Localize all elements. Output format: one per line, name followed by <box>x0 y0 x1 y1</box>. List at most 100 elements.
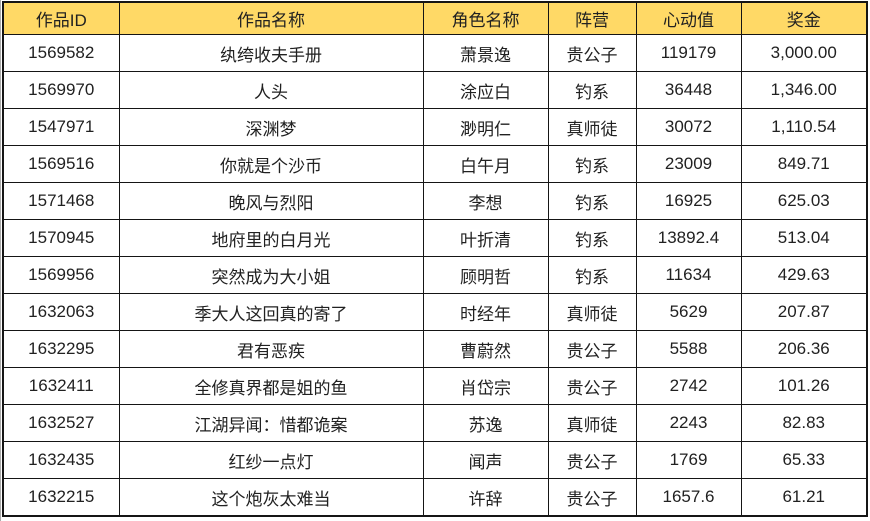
cell-work-name[interactable]: 这个炮灰太难当 <box>118 478 424 517</box>
cell-heart-value[interactable]: 30072 <box>635 108 742 146</box>
cell-faction[interactable]: 贵公子 <box>547 367 637 405</box>
cell-character[interactable]: 时经年 <box>422 293 549 331</box>
cell-character[interactable]: 苏逸 <box>422 404 549 442</box>
cell-bonus[interactable]: 101.26 <box>740 367 868 405</box>
cell-faction[interactable]: 贵公子 <box>547 330 637 368</box>
cell-work-id[interactable]: 1632295 <box>2 330 120 368</box>
table-row: 1632063 季大人这回真的寄了 时经年 真师徒 5629 207.87 <box>2 293 868 331</box>
cell-work-id[interactable]: 1632215 <box>2 478 120 517</box>
cell-heart-value[interactable]: 119179 <box>635 34 742 72</box>
col-header-work-name[interactable]: 作品名称 <box>118 1 424 35</box>
cell-work-id[interactable]: 1571468 <box>2 182 120 220</box>
cell-faction[interactable]: 贵公子 <box>547 441 637 479</box>
cell-heart-value[interactable]: 23009 <box>635 145 742 183</box>
cell-character[interactable]: 肖岱宗 <box>422 367 549 405</box>
cell-work-id[interactable]: 1569970 <box>2 71 120 109</box>
cell-heart-value[interactable]: 1657.6 <box>635 478 742 517</box>
left-gridline <box>0 0 1 521</box>
cell-bonus[interactable]: 65.33 <box>740 441 868 479</box>
table-body: 1569582 纨绔收夫手册 萧景逸 贵公子 119179 3,000.00 1569970… <box>2 34 868 517</box>
cell-faction[interactable]: 钓系 <box>547 145 637 183</box>
cell-bonus[interactable]: 206.36 <box>740 330 868 368</box>
cell-heart-value[interactable]: 2742 <box>635 367 742 405</box>
cell-work-id[interactable]: 1569516 <box>2 145 120 183</box>
cell-heart-value[interactable]: 36448 <box>635 71 742 109</box>
cell-faction[interactable]: 贵公子 <box>547 478 637 517</box>
cell-heart-value[interactable]: 13892.4 <box>635 219 742 257</box>
cell-faction[interactable]: 钓系 <box>547 71 637 109</box>
col-header-work-id[interactable]: 作品ID <box>2 1 120 35</box>
cell-character[interactable]: 叶折清 <box>422 219 549 257</box>
cell-bonus[interactable]: 849.71 <box>740 145 868 183</box>
cell-work-name[interactable]: 地府里的白月光 <box>118 219 424 257</box>
table-row: 1570945 地府里的白月光 叶折清 钓系 13892.4 513.04 <box>2 219 868 257</box>
cell-heart-value[interactable]: 1769 <box>635 441 742 479</box>
cell-bonus[interactable]: 625.03 <box>740 182 868 220</box>
cell-character[interactable]: 闻声 <box>422 441 549 479</box>
table-row: 1632411 全修真界都是姐的鱼 肖岱宗 贵公子 2742 101.26 <box>2 367 868 405</box>
cell-faction[interactable]: 贵公子 <box>547 34 637 72</box>
cell-heart-value[interactable]: 5588 <box>635 330 742 368</box>
cell-bonus[interactable]: 3,000.00 <box>740 34 868 72</box>
cell-character[interactable]: 涂应白 <box>422 71 549 109</box>
cell-faction[interactable]: 钓系 <box>547 219 637 257</box>
cell-work-name[interactable]: 你就是个沙币 <box>118 145 424 183</box>
cell-bonus[interactable]: 1,346.00 <box>740 71 868 109</box>
cell-work-name[interactable]: 纨绔收夫手册 <box>118 34 424 72</box>
cell-bonus[interactable]: 207.87 <box>740 293 868 331</box>
cell-work-name[interactable]: 江湖异闻：惜都诡案 <box>118 404 424 442</box>
cell-faction[interactable]: 真师徒 <box>547 108 637 146</box>
table-row: 1632295 君有恶疾 曹蔚然 贵公子 5588 206.36 <box>2 330 868 368</box>
table-row: 1569516 你就是个沙币 白午月 钓系 23009 849.71 <box>2 145 868 183</box>
cell-bonus[interactable]: 1,110.54 <box>740 108 868 146</box>
cell-character[interactable]: 白午月 <box>422 145 549 183</box>
cell-work-name[interactable]: 人头 <box>118 71 424 109</box>
cell-bonus[interactable]: 429.63 <box>740 256 868 294</box>
cell-heart-value[interactable]: 5629 <box>635 293 742 331</box>
cell-work-id[interactable]: 1570945 <box>2 219 120 257</box>
cell-work-name[interactable]: 深渊梦 <box>118 108 424 146</box>
col-header-heart-value[interactable]: 心动值 <box>635 1 742 35</box>
cell-work-name[interactable]: 突然成为大小姐 <box>118 256 424 294</box>
cell-faction[interactable]: 真师徒 <box>547 404 637 442</box>
table-row: 1632527 江湖异闻：惜都诡案 苏逸 真师徒 2243 82.83 <box>2 404 868 442</box>
cell-work-id[interactable]: 1632063 <box>2 293 120 331</box>
col-header-character[interactable]: 角色名称 <box>422 1 549 35</box>
cell-faction[interactable]: 真师徒 <box>547 293 637 331</box>
table-row: 1571468 晚风与烈阳 李想 钓系 16925 625.03 <box>2 182 868 220</box>
cell-bonus[interactable]: 82.83 <box>740 404 868 442</box>
cell-work-name[interactable]: 季大人这回真的寄了 <box>118 293 424 331</box>
cell-character[interactable]: 萧景逸 <box>422 34 549 72</box>
cell-character[interactable]: 顾明哲 <box>422 256 549 294</box>
cell-work-id[interactable]: 1547971 <box>2 108 120 146</box>
cell-work-id[interactable]: 1632435 <box>2 441 120 479</box>
cell-work-name[interactable]: 晚风与烈阳 <box>118 182 424 220</box>
cell-heart-value[interactable]: 11634 <box>635 256 742 294</box>
cell-bonus[interactable]: 513.04 <box>740 219 868 257</box>
cell-heart-value[interactable]: 16925 <box>635 182 742 220</box>
table-row: 1569582 纨绔收夫手册 萧景逸 贵公子 119179 3,000.00 <box>2 34 868 72</box>
table-row: 1569970 人头 涂应白 钓系 36448 1,346.00 <box>2 71 868 109</box>
cell-character[interactable]: 李想 <box>422 182 549 220</box>
cell-faction[interactable]: 钓系 <box>547 182 637 220</box>
header-row: 作品ID 作品名称 角色名称 阵营 心动值 奖金 <box>2 1 868 35</box>
cell-work-id[interactable]: 1569582 <box>2 34 120 72</box>
cell-work-id[interactable]: 1632527 <box>2 404 120 442</box>
col-header-faction[interactable]: 阵营 <box>547 1 637 35</box>
cell-character[interactable]: 渺明仁 <box>422 108 549 146</box>
cell-faction[interactable]: 钓系 <box>547 256 637 294</box>
cell-heart-value[interactable]: 2243 <box>635 404 742 442</box>
cell-work-id[interactable]: 1632411 <box>2 367 120 405</box>
table-row: 1632215 这个炮灰太难当 许辞 贵公子 1657.6 61.21 <box>2 478 868 517</box>
table-row: 1569956 突然成为大小姐 顾明哲 钓系 11634 429.63 <box>2 256 868 294</box>
cell-character[interactable]: 许辞 <box>422 478 549 517</box>
cell-bonus[interactable]: 61.21 <box>740 478 868 517</box>
col-header-bonus[interactable]: 奖金 <box>740 1 868 35</box>
cell-character[interactable]: 曹蔚然 <box>422 330 549 368</box>
cell-work-name[interactable]: 君有恶疾 <box>118 330 424 368</box>
cell-work-name[interactable]: 全修真界都是姐的鱼 <box>118 367 424 405</box>
cell-work-name[interactable]: 红纱一点灯 <box>118 441 424 479</box>
cell-work-id[interactable]: 1569956 <box>2 256 120 294</box>
